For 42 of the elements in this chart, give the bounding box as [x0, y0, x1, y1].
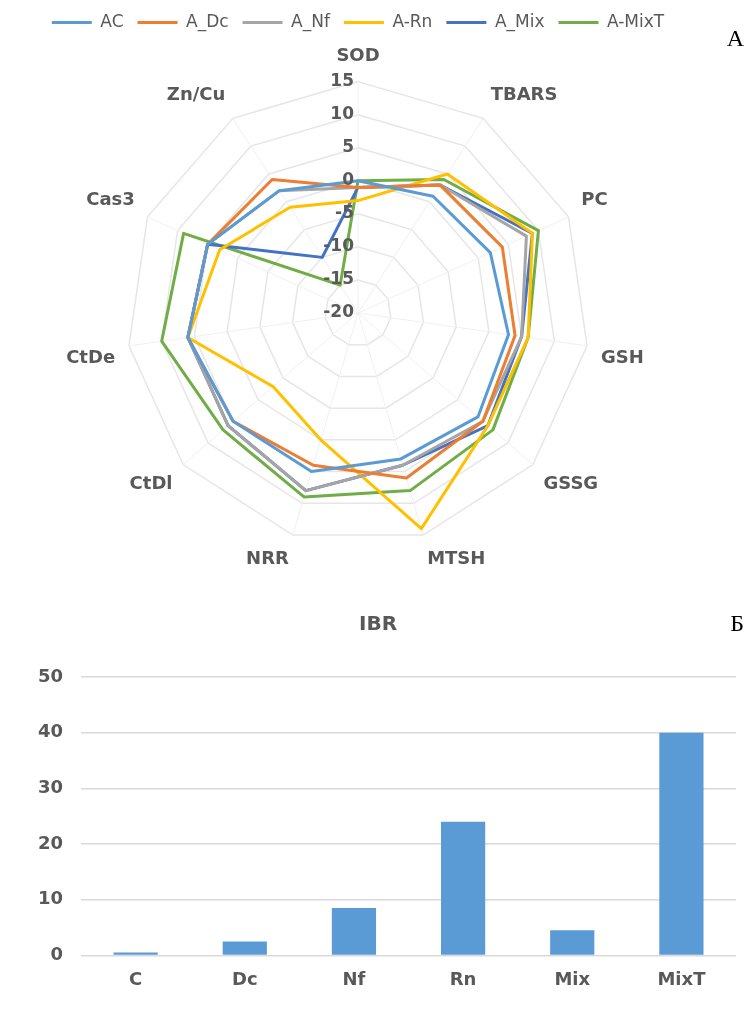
legend-label: A-MixT: [606, 10, 665, 31]
bar: [222, 941, 267, 955]
y-tick-label: 10: [330, 103, 355, 124]
y-tick-label: 5: [342, 136, 354, 157]
legend-label: A-Rn: [392, 10, 433, 31]
bar: [550, 930, 595, 955]
spoke-label: CtDl: [129, 472, 173, 494]
y-tick-label: 15: [330, 70, 354, 91]
x-tick-label: Nf: [342, 967, 366, 989]
legend-label: A_Nf: [291, 10, 331, 32]
y-tick-label: 40: [37, 720, 64, 742]
bar: [441, 821, 486, 955]
y-tick-label: 50: [37, 664, 64, 686]
bar: [659, 732, 704, 955]
x-tick-label: Mix: [554, 967, 591, 989]
x-tick-label: Dc: [231, 967, 258, 989]
x-tick-label: MixT: [657, 967, 707, 989]
spoke-label: Zn/Cu: [166, 83, 226, 105]
spoke-label: PC: [581, 187, 608, 209]
x-tick-label: C: [129, 967, 143, 989]
legend-label: A_Dc: [186, 10, 229, 32]
y-tick-label: 30: [37, 776, 64, 798]
spoke-label: MTSH: [427, 546, 486, 568]
y-tick-label: 10: [37, 887, 64, 909]
text: А: [726, 25, 745, 52]
spoke-label: NRR: [246, 546, 289, 568]
text: Б: [730, 610, 744, 637]
y-tick-label: 0: [50, 943, 64, 965]
spoke-label: TBARS: [490, 83, 558, 105]
bar: [331, 908, 377, 955]
spoke-label: GSSG: [543, 472, 599, 494]
spoke-label: Cas3: [86, 187, 135, 209]
spoke-label: GSH: [600, 346, 644, 368]
spoke-label: CtDe: [66, 346, 116, 368]
bar: [113, 952, 158, 955]
chart-title: IBR: [358, 611, 398, 636]
x-tick-label: Rn: [449, 967, 477, 989]
legend-label: AC: [100, 10, 124, 31]
y-tick-label: -20: [323, 301, 355, 322]
legend-label: A_Mix: [494, 10, 545, 32]
spoke-label: SOD: [336, 44, 380, 66]
y-tick-label: 20: [37, 831, 64, 853]
